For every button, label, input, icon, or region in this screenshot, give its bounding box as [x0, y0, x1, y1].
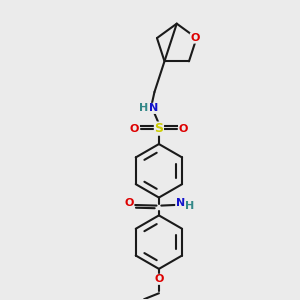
Text: O: O: [154, 274, 164, 284]
Text: O: O: [124, 198, 134, 208]
Text: H: H: [140, 103, 149, 113]
Text: O: O: [130, 124, 139, 134]
Text: O: O: [179, 124, 188, 134]
Text: N: N: [176, 199, 185, 208]
Text: N: N: [149, 103, 158, 113]
Text: S: S: [154, 122, 164, 135]
Text: H: H: [185, 201, 194, 211]
Text: O: O: [190, 33, 200, 43]
